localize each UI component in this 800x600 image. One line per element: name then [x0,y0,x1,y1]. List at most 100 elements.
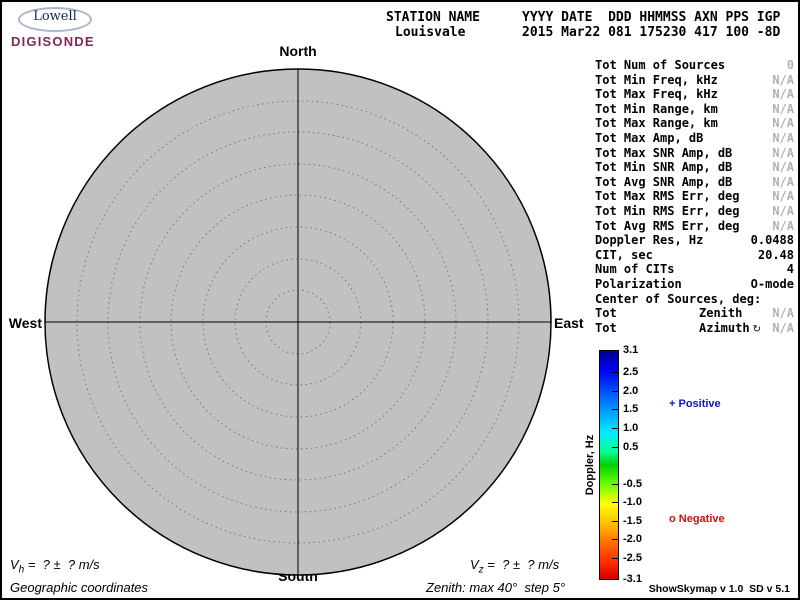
stat-label: Tot Max Range, km [595,116,718,131]
zenith-scale-note: Zenith: max 40° step 5° [426,580,566,595]
stat-value: 20.48 [757,247,794,262]
logo-brand-text: Lowell [33,9,77,24]
negative-legend: o Negative [669,513,725,525]
stat-value: N/A [772,87,794,102]
stat-label: Tot Min Range, km [595,101,718,116]
stats-section-header: Center of Sources, deg: [595,292,794,307]
stat-label: Tot [595,320,617,335]
logo-product-text: DIGISONDE [11,34,95,49]
colorbar-tick [612,428,618,429]
stat-value: N/A [772,130,794,145]
stat-row: Tot Max Range, km N/A [595,116,794,131]
compass-north-label: North [279,43,317,59]
coordinates-note: Geographic coordinates [10,580,149,595]
stat-row: Tot Avg RMS Err, deg N/A [595,219,794,234]
stat-row: Tot Min RMS Err, deg N/A [595,204,794,219]
compass-east-label: East [554,315,584,331]
colorbar-tick [612,350,618,351]
stat-label: Tot Num of Sources [595,58,726,72]
stat-label: Doppler Res, Hz [595,233,704,248]
stat-label: Tot Max Amp, dB [595,130,704,145]
stat-row: Tot Min Range, km N/A [595,102,794,117]
colorbar-tick [612,372,618,373]
stat-value: N/A [772,145,794,160]
stat-row: Tot Min SNR Amp, dB N/A [595,160,794,175]
velocity-value: = ? ± ? m/s [24,557,100,572]
stat-row: Polarization O-mode [595,277,794,292]
stat-value: N/A [772,160,794,175]
colorbar-tick [612,579,618,580]
lowell-logo-oval: Lowell [18,7,92,32]
colorbar-tick [612,447,618,448]
stats-panel: Tot Num of Sources 0 Tot Min Freq, kHz N/A… [595,58,794,335]
stat-row: Tot Num of Sources 0 [595,58,794,73]
colorbar-tick [612,539,618,540]
stat-row: Tot Max SNR Amp, dB N/A [595,146,794,161]
colorbar-tick-label: 1.0 [623,422,639,434]
stat-value: N/A [772,189,794,204]
stat-row: Tot Max Amp, dB N/A [595,131,794,146]
stat-mid-label: Zenith [699,306,743,321]
stat-row: Tot Min Freq, kHz N/A [595,73,794,88]
stat-label: Tot Min Freq, kHz [595,72,718,87]
velocity-symbol: V [470,557,479,572]
stat-row: Tot Max RMS Err, deg N/A [595,189,794,204]
stats-section-header-text: Center of Sources, deg: [595,291,762,306]
velocity-subscript: h [18,564,25,576]
colorbar-tick [612,484,618,485]
stat-row: Num of CITs 4 [595,262,794,277]
colorbar-tick [612,391,618,392]
colorbar-tick [612,409,618,410]
stat-row: Doppler Res, Hz 0.0488 [595,233,794,248]
header-columns-value: 2015 Mar22 081 175230 417 100 -8D [522,25,781,40]
station-name-value: Louisvale [395,25,466,40]
compass-west-label: West [8,315,42,331]
colorbar-tick-label: 3.1 [623,344,639,356]
stat-label: CIT, sec [595,247,653,262]
stat-value: 0.0488 [750,233,794,248]
stat-value: 4 [786,262,794,277]
stat-value: N/A [772,320,794,335]
colorbar-tick-label: -1.5 [623,515,642,527]
stat-value: 0 [786,58,794,72]
velocity-subscript: z [478,564,484,576]
colorbar-tick-label: -2.5 [623,552,642,564]
colorbar-tick-label: -1.0 [623,496,642,508]
station-name-label: STATION NAME [386,10,480,25]
stat-label: Num of CITs [595,262,675,277]
colorbar-tick-label: 0.5 [623,441,639,453]
stat-label: Tot Min RMS Err, deg [595,203,740,218]
colorbar-tick [612,558,618,559]
vertical-velocity-readout: Vz = ? ± ? m/s [470,557,559,576]
velocity-value: = ? ± ? m/s [483,557,560,572]
stat-label: Tot Max Freq, kHz [595,87,718,102]
azimuth-rotation-icon: ↻ [752,323,761,335]
stat-label: Polarization [595,276,682,291]
stat-value: N/A [772,101,794,116]
colorbar-tick-label: 1.5 [623,403,639,415]
horizontal-velocity-readout: Vh = ? ± ? m/s [10,557,100,576]
stat-value: O-mode [750,276,794,291]
colorbar-tick [612,502,618,503]
colorbar-tick-label: 2.5 [623,366,639,378]
stat-mid-label: Azimuth [699,320,750,335]
colorbar-tick-label: -0.5 [623,478,642,490]
colorbar-axis-label: Doppler, Hz [584,434,596,496]
stat-label: Tot Min SNR Amp, dB [595,160,733,175]
stat-label: Tot [595,306,617,321]
positive-legend: + Positive [669,398,721,410]
velocity-symbol: V [10,557,19,572]
colorbar-tick-label: -2.0 [623,533,642,545]
stat-row: Tot Avg SNR Amp, dB N/A [595,175,794,190]
colorbar-tick-label: -3.1 [623,573,642,585]
stat-row: Tot Zenith N/A [595,306,794,321]
stat-label: Tot Max RMS Err, deg [595,189,740,204]
app-version-text: ShowSkymap v 1.0 SD v 5.1 [648,583,790,595]
stat-value: N/A [772,218,794,233]
stat-label: Tot Avg SNR Amp, dB [595,174,733,189]
stat-value: N/A [772,72,794,87]
stat-row: Tot Azimuth ↻ N/A [595,321,794,336]
stat-value: N/A [772,116,794,131]
stat-value: N/A [772,306,794,321]
